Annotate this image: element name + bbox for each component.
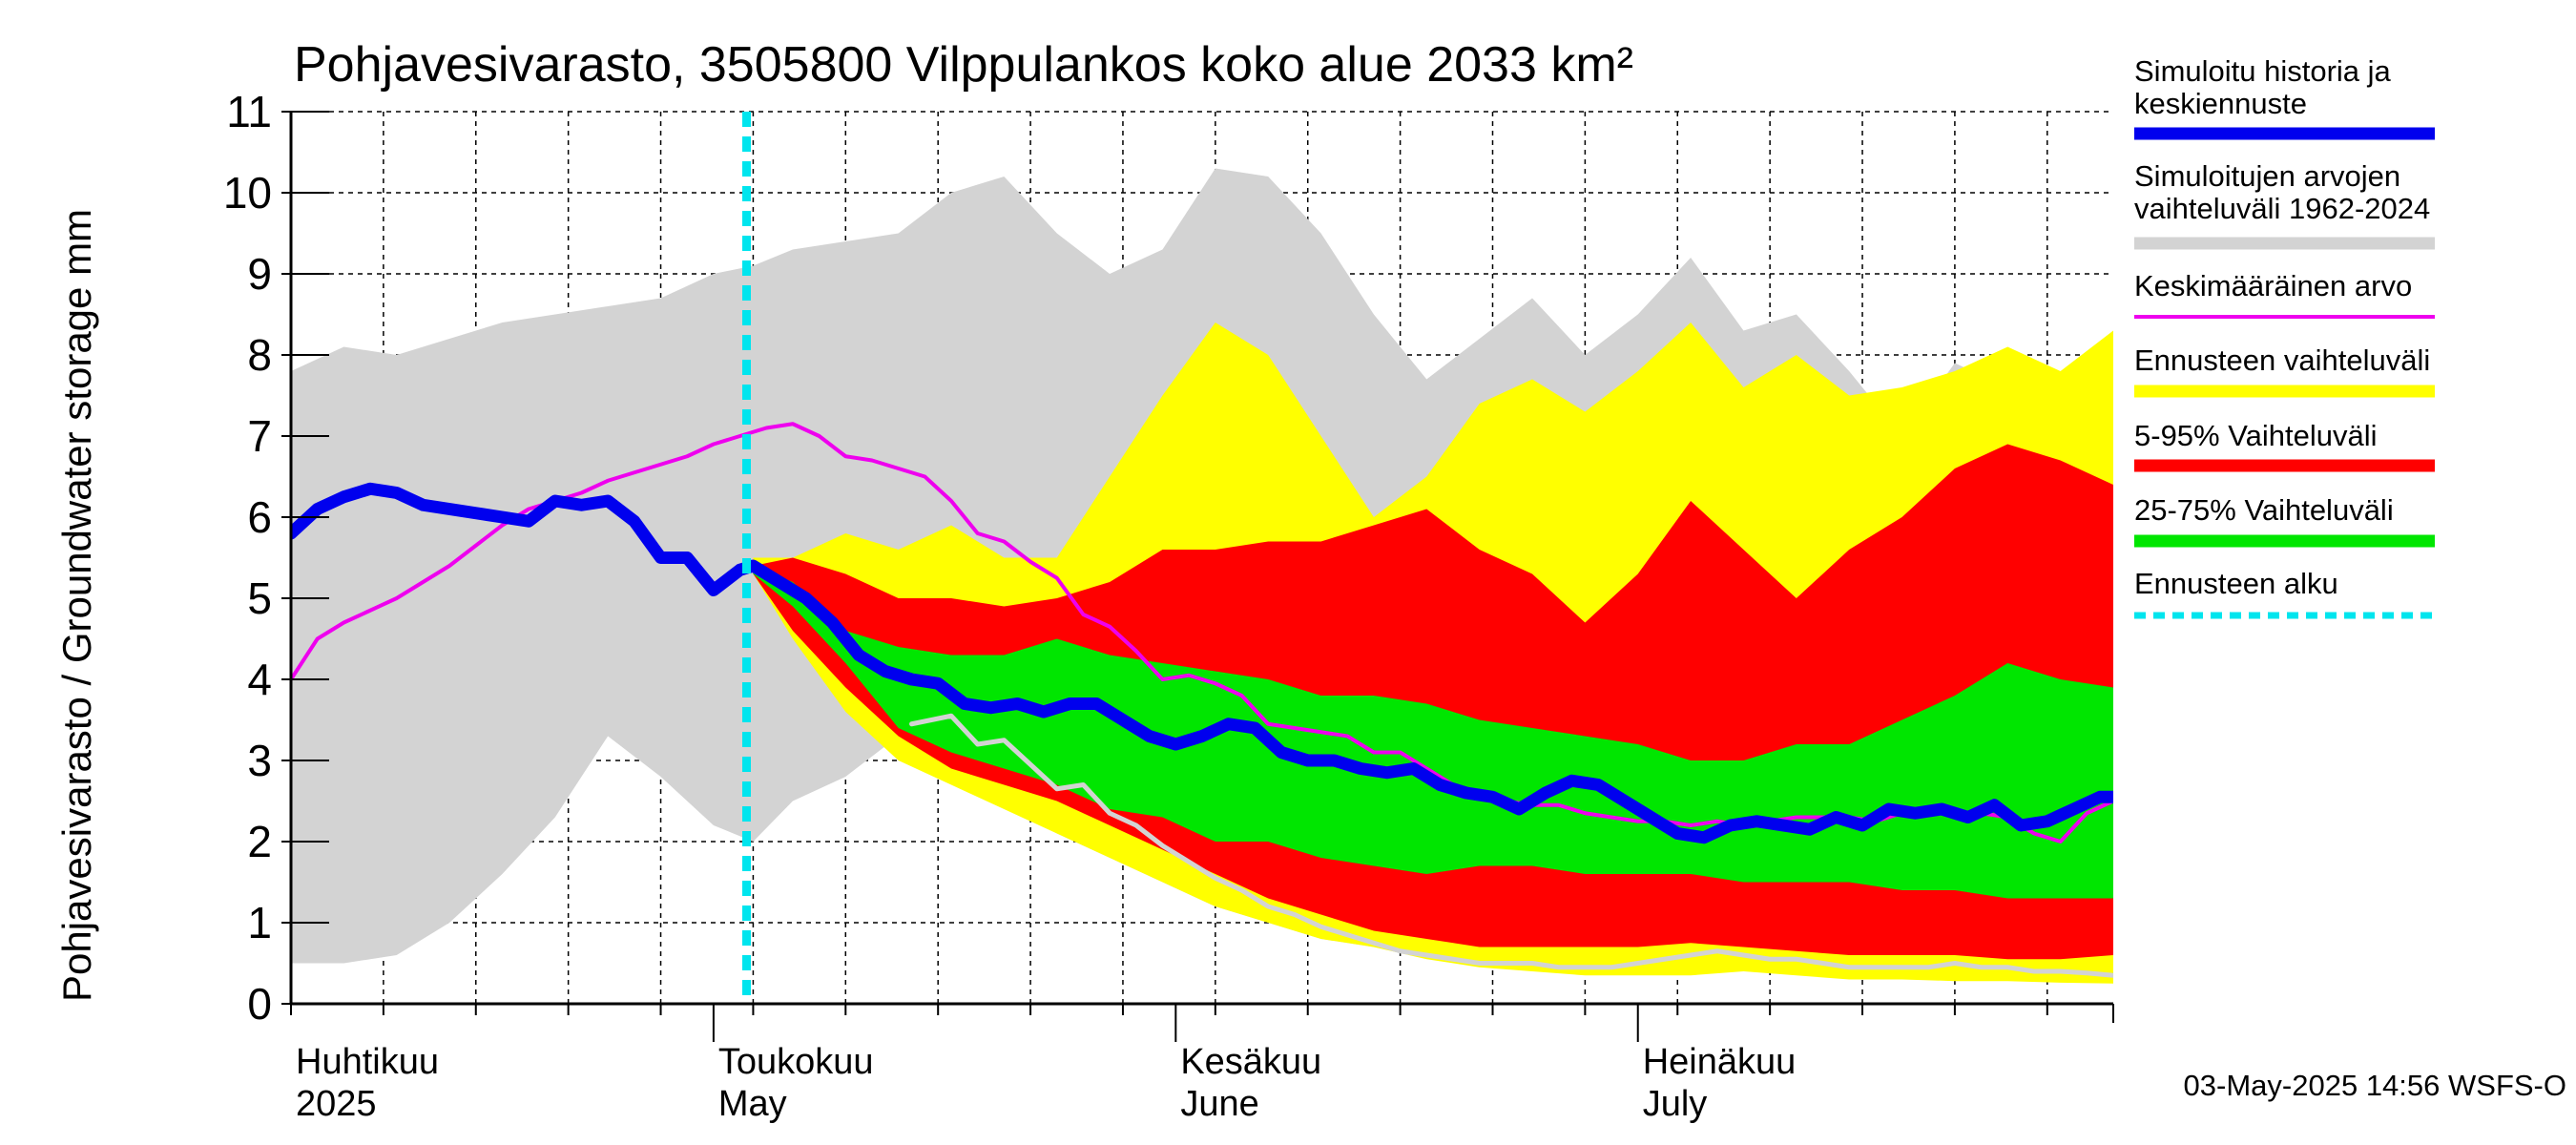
legend-label-line: Simuloitujen arvojen (2134, 159, 2400, 193)
y-tick-label: 11 (226, 87, 272, 136)
month-label-en: May (718, 1084, 787, 1124)
month-label-en: 2025 (296, 1084, 377, 1124)
y-tick-label: 3 (247, 736, 272, 785)
legend-label-p25-75: 25-75% Vaihteluväli (2134, 493, 2394, 527)
month-label-fi: Heinäkuu (1643, 1042, 1797, 1082)
legend-label-median: Simuloitu historia ja keskiennuste (2134, 54, 2392, 120)
series-lines (291, 112, 2113, 1004)
legend-label-line: vaihteluväli 1962-2024 (2134, 192, 2430, 225)
legend-label-forecast-start: Ennusteen alku (2134, 567, 2338, 600)
month-label-fi: Huhtikuu (296, 1042, 439, 1082)
y-axis-label: Pohjavesivarasto / Groundwater storage m… (54, 209, 99, 1002)
y-tick-label: 10 (223, 168, 272, 218)
y-tick-label: 9 (247, 249, 272, 299)
min-simulated-line (909, 713, 2113, 978)
month-label-en: July (1643, 1084, 1708, 1124)
y-tick-label: 1 (247, 898, 272, 947)
legend-label-line: Simuloitu historia ja (2134, 54, 2392, 88)
legend: Simuloitu historia ja keskiennusteSimuloi… (2134, 54, 2435, 619)
y-tick-label: 2 (247, 817, 272, 866)
y-tick-label: 5 (247, 573, 272, 623)
p25-75-band (753, 566, 2113, 899)
month-label-fi: Toukokuu (718, 1042, 874, 1082)
legend-label-mean: Keskimääräinen arvo (2134, 269, 2412, 302)
legend-label-p5-95: 5-95% Vaihteluväli (2134, 419, 2377, 452)
month-label-fi: Kesäkuu (1180, 1042, 1321, 1082)
y-tick-label: 7 (247, 411, 272, 461)
y-tick-label: 6 (247, 492, 272, 542)
month-label-en: June (1180, 1084, 1258, 1124)
legend-label-line: keskiennuste (2134, 87, 2307, 120)
footer-timestamp: 03-May-2025 14:56 WSFS-O (2184, 1069, 2566, 1102)
legend-label-history-range: Simuloitujen arvojen vaihteluväli 1962-20… (2134, 159, 2430, 225)
chart-title: Pohjavesivarasto, 3505800 Vilppulankos k… (294, 37, 1633, 93)
mean-line (291, 422, 2113, 843)
y-tick-label: 0 (247, 979, 272, 1029)
y-tick-label: 8 (247, 330, 272, 380)
legend-label-forecast-range: Ennusteen vaihteluväli (2134, 344, 2430, 377)
y-tick-label: 4 (247, 655, 272, 704)
median-line (291, 482, 2113, 844)
